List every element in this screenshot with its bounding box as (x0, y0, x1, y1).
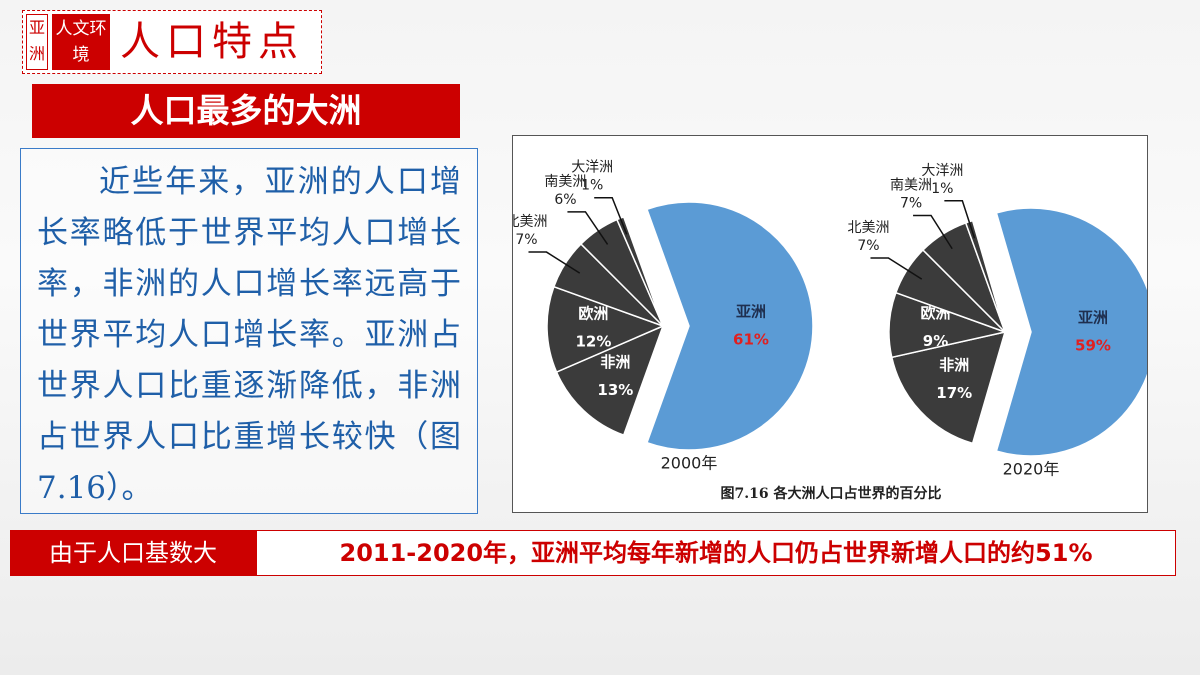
slice-name: 非洲 (939, 356, 969, 374)
topic: 人口特点 (120, 19, 304, 65)
slice-name: 亚洲 (736, 303, 766, 321)
slice-value: 61% (733, 331, 769, 349)
slice-value: 1% (931, 181, 953, 197)
slice-name: 北美洲 (847, 220, 889, 236)
slice-name: 非洲 (600, 353, 630, 371)
pie-slice (890, 330, 1007, 445)
slice-name: 北美洲 (512, 214, 547, 230)
chart: 图7.16 各大洲人口占世界的百分比 亚洲 61% 非洲 13% 欧洲 12% 北美洲 7% 南… (512, 135, 1148, 513)
reason: 由于人口基数大 (10, 530, 256, 576)
chart-label: 2020年 (1003, 460, 1060, 479)
title: 人口最多的大洲 (32, 84, 460, 138)
paragraph: 近些年来，亚洲的人口增长率略低于世界平均人口增长率，非洲的人口增长率远高于世界平… (20, 148, 478, 514)
slice-name: 大洋洲 (921, 163, 963, 179)
leader-line (913, 214, 953, 250)
figure-caption: 图7.16 各大洲人口占世界的百分比 (721, 485, 942, 502)
pie-slice (546, 285, 666, 374)
leader-line (594, 196, 628, 235)
slice-value: 59% (1075, 337, 1111, 355)
pie-slice (995, 207, 1147, 457)
slice-value: 13% (597, 381, 633, 399)
chart-label: 2000年 (661, 454, 718, 473)
leader-line (870, 257, 923, 280)
leader-line (944, 200, 976, 239)
section-tag: 人文环境 (52, 14, 110, 70)
slice-name: 欧洲 (578, 305, 608, 323)
slice-name: 南美洲 (544, 174, 586, 190)
leader-line (528, 251, 581, 274)
slice-name: 亚洲 (1078, 309, 1108, 327)
slice-value: 7% (857, 238, 879, 254)
slice-value: 12% (575, 333, 611, 351)
slice-value: 1% (581, 178, 603, 194)
slice-value: 6% (554, 192, 576, 208)
slice-value: 7% (515, 232, 537, 248)
leader-line (567, 211, 609, 245)
slice-name: 南美洲 (890, 177, 932, 193)
fact: 2011-2020年，亚洲平均每年新增的人口仍占世界新增人口的约51% (256, 530, 1176, 576)
slice-value: 9% (923, 332, 948, 350)
pie-slice (646, 201, 814, 451)
slice-value: 7% (900, 195, 922, 211)
pie-slice (555, 324, 665, 437)
slice-name: 大洋洲 (571, 160, 613, 176)
region-tag: 亚洲 (26, 14, 48, 70)
slice-value: 17% (936, 384, 972, 402)
